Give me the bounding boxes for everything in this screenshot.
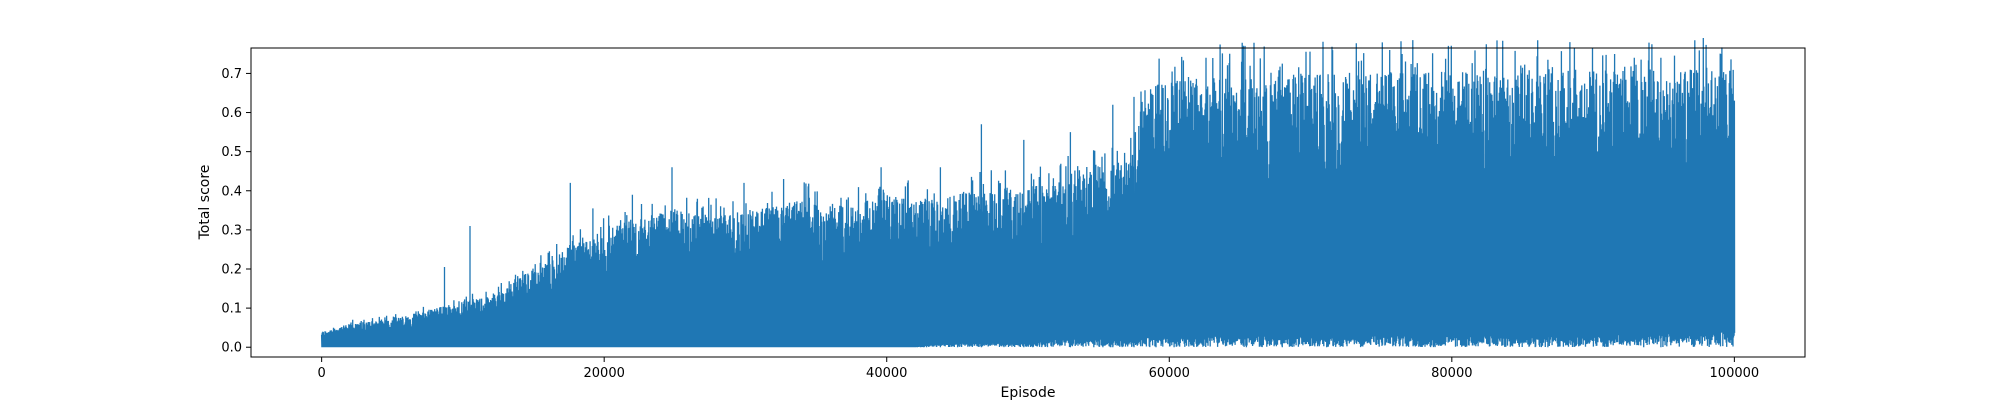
- x-tick-label: 0: [317, 366, 325, 381]
- y-tick-label: 0.6: [221, 106, 242, 121]
- y-tick-label: 0.1: [221, 302, 242, 317]
- y-tick-label: 0.4: [221, 184, 242, 199]
- x-tick-label: 60000: [1149, 366, 1190, 381]
- y-tick-label: 0.0: [221, 341, 242, 356]
- plot-frame: [250, 47, 1806, 358]
- y-tick-label: 0.5: [221, 145, 242, 160]
- x-axis-label: Episode: [1001, 385, 1056, 400]
- x-tick-label: 20000: [584, 366, 625, 381]
- ticks: 0 20000 40000 60000 80000 100000 0.0 0.1 0.2 0.3 0…: [221, 67, 1759, 381]
- y-tick-label: 0.7: [221, 67, 242, 82]
- y-tick-label: 0.3: [221, 223, 242, 238]
- x-tick-label: 100000: [1710, 366, 1760, 381]
- y-tick-label: 0.2: [221, 262, 242, 277]
- plot-area: [320, 37, 1736, 348]
- x-tick-label: 40000: [866, 366, 907, 381]
- series-line-0: [320, 37, 1736, 348]
- x-tick-label: 80000: [1431, 366, 1472, 381]
- y-axis-label: Total score: [197, 165, 213, 241]
